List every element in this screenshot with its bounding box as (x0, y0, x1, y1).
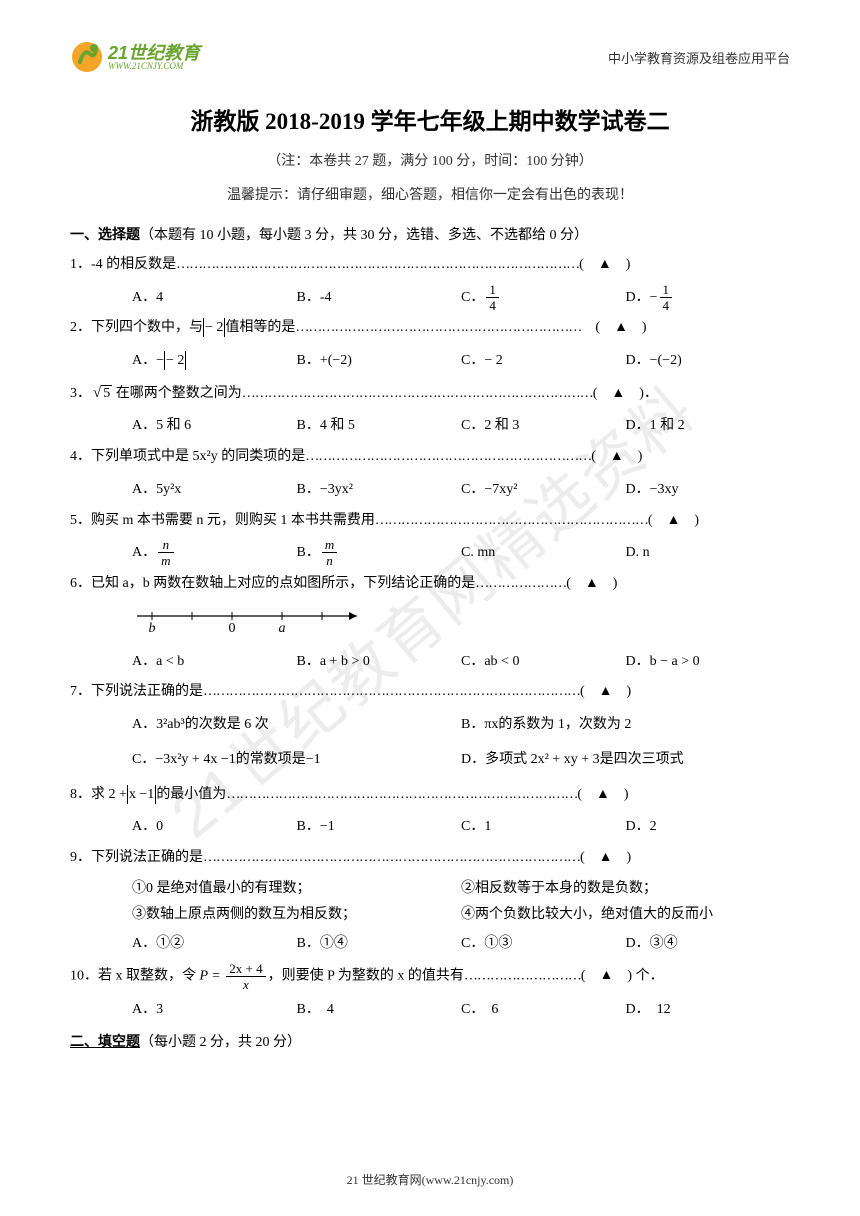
question-3: 3．5 在哪两个整数之间为………………………………………………………………………… (70, 379, 790, 408)
nl-a-label: a (279, 621, 286, 636)
question-1-options: A．4 B．-4 C．14 D．−14 (70, 283, 790, 314)
logo-main-text: 21世纪教育 (108, 44, 200, 62)
question-9-statements: ①0 是绝对值最小的有理数；②相反数等于本身的数是负数； ③数轴上原点两侧的数互… (70, 876, 790, 929)
question-6-options: A．a < b B．a + b > 0 C．ab < 0 D．b − a > 0 (70, 647, 790, 678)
question-9: 9．下列说法正确的是……………………………………………………………………………(… (70, 845, 790, 872)
question-3-options: A．5 和 6 B．4 和 5 C．2 和 3 D．1 和 2 (70, 411, 790, 442)
question-8: 8．求 2 +x −1的最小值为………………………………………………………………… (70, 782, 790, 809)
question-8-options: A．0 B．−1 C．1 D．2 (70, 812, 790, 843)
question-7-options: A．3²ab³的次数是 6 次 B．πx的系数为 1，次数为 2 C．−3x²y… (70, 710, 790, 780)
question-6: 6．已知 a，b 两数在数轴上对应的点如图所示，下列结论正确的是…………………(… (70, 571, 790, 598)
number-line-diagram: b 0 a (70, 604, 790, 641)
question-4: 4．下列单项式中是 5x²y 的同类项的是…………………………………………………… (70, 444, 790, 471)
page-footer: 21 世纪教育网(www.21cnjy.com) (0, 1171, 860, 1188)
question-5: 5．购买 m 本书需要 n 元，则购买 1 本书共需费用………………………………… (70, 508, 790, 535)
question-5-options: A．nm B．mn C. mn D. n (70, 538, 790, 569)
question-10: 10．若 x 取整数，令 P = 2x + 4x，则要使 P 为整数的 x 的值… (70, 962, 790, 991)
logo: 21世纪教育 WWW.21CNJY.COM (70, 40, 200, 74)
question-4-options: A．5y²x B．−3yx² C．−7xy² D．−3xy (70, 475, 790, 506)
section-2-header: 二、填空题（每小题 2 分，共 20 分） (70, 1031, 790, 1051)
document-subtitle: （注：本卷共 27 题，满分 100 分，时间：100 分钟） (70, 150, 790, 170)
question-1: 1．-4 的相反数是………………………………………………………………………………… (70, 252, 790, 279)
question-9-options: A．①② B．①④ C．①③ D．③④ (70, 929, 790, 960)
logo-sub-text: WWW.21CNJY.COM (108, 62, 200, 71)
question-7: 7．下列说法正确的是……………………………………………………………………………(… (70, 679, 790, 706)
page-content: 21世纪教育 WWW.21CNJY.COM 中小学教育资源及组卷应用平台 浙教版… (0, 0, 860, 1079)
question-2-options: A．−− 2 B．+(−2) C．− 2 D．−(−2) (70, 346, 790, 377)
question-10-options: A．3 B． 4 C． 6 D． 12 (70, 995, 790, 1026)
page-header: 21世纪教育 WWW.21CNJY.COM 中小学教育资源及组卷应用平台 (70, 40, 790, 74)
document-tip: 温馨提示：请仔细审题，细心答题，相信你一定会有出色的表现！ (70, 184, 790, 204)
header-right: 中小学教育资源及组卷应用平台 (608, 48, 790, 67)
logo-icon (70, 40, 104, 74)
section-1-header: 一、选择题（本题有 10 小题，每小题 3 分，共 30 分，选错、多选、不选都… (70, 224, 790, 244)
nl-b-label: b (149, 621, 156, 636)
nl-zero-label: 0 (229, 621, 236, 636)
question-2: 2．下列四个数中，与− 2值相等的是…………………………………………………………… (70, 315, 790, 342)
document-title: 浙教版 2018-2019 学年七年级上期中数学试卷二 (70, 102, 790, 136)
